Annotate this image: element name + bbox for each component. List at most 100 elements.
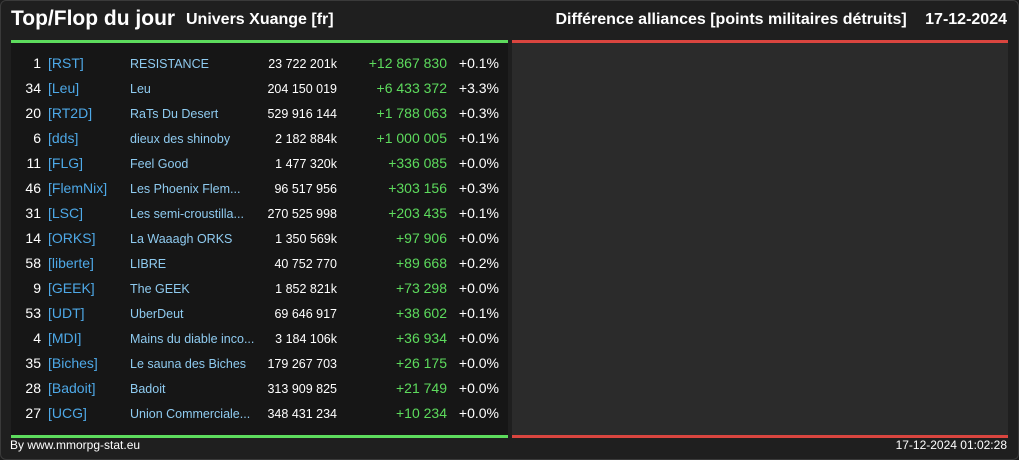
percent-cell: +0.0% (458, 380, 499, 396)
alliance-name-link[interactable]: Mains du diable inco... (130, 332, 255, 346)
difference-cell: +1 000 005 (376, 130, 447, 146)
rank-cell: 6 (33, 130, 41, 146)
list-item: 53 [UDT] UberDeut 69 646 917 +38 602 +0.1% (11, 301, 508, 326)
footer-timestamp: 17-12-2024 01:02:28 (895, 438, 1007, 452)
difference-cell: +36 934 (396, 330, 447, 346)
header: Top/Flop du jour Univers Xuange [fr] Dif… (0, 0, 1019, 40)
header-date: 17-12-2024 (925, 11, 1007, 28)
alliance-tag-link[interactable]: [Leu] (48, 80, 80, 96)
alliance-name-link[interactable]: Badoit (130, 382, 166, 396)
rank-cell: 11 (26, 155, 41, 171)
ranking-type-label: Différence alliances [points militaires … (555, 11, 907, 28)
list-item: 27 [UCG] Union Commerciale... 348 431 234 +1… (11, 401, 508, 426)
percent-cell: +3.3% (458, 80, 499, 96)
percent-cell: +0.0% (458, 330, 499, 346)
difference-cell: +38 602 (396, 305, 447, 321)
footer-credit[interactable]: By www.mmorpg-stat.eu (10, 438, 141, 452)
alliance-name-link[interactable]: RaTs Du Desert (130, 107, 219, 121)
points-cell: 270 525 998 (267, 207, 337, 221)
alliance-tag-link[interactable]: [GEEK] (48, 280, 95, 296)
universe-label: Univers Xuange [fr] (186, 11, 334, 28)
rank-cell: 28 (25, 380, 41, 396)
rank-cell: 20 (25, 105, 41, 121)
percent-cell: +0.1% (458, 205, 499, 221)
alliance-tag-link[interactable]: [RST] (48, 55, 84, 71)
alliance-name-link[interactable]: Le sauna des Biches (130, 357, 247, 371)
points-cell: 23 722 201k (268, 57, 337, 71)
alliance-tag-link[interactable]: [FLG] (48, 155, 84, 171)
alliance-name-link[interactable]: Union Commerciale... (130, 407, 251, 421)
alliance-name-link[interactable]: Leu (130, 82, 151, 96)
alliance-tag-link[interactable]: [UDT] (48, 305, 85, 321)
difference-cell: +336 085 (388, 155, 447, 171)
percent-cell: +0.0% (458, 355, 499, 371)
alliance-name-link[interactable]: La Waaagh ORKS (130, 232, 233, 246)
alliance-tag-link[interactable]: [Biches] (48, 355, 98, 371)
difference-cell: +303 156 (388, 180, 447, 196)
list-item: 46 [FlemNix] Les Phoenix Flem... 96 517 956… (11, 176, 508, 201)
list-item: 34 [Leu] Leu 204 150 019 +6 433 372 +3.3% (11, 76, 508, 101)
percent-cell: +0.0% (458, 155, 499, 171)
difference-cell: +6 433 372 (376, 80, 447, 96)
alliance-tag-link[interactable]: [FlemNix] (48, 180, 108, 196)
list-item: 28 [Badoit] Badoit 313 909 825 +21 749 +0.0% (11, 376, 508, 401)
alliance-name-link[interactable]: Les Phoenix Flem... (130, 182, 241, 196)
rank-cell: 4 (33, 330, 41, 346)
points-cell: 2 182 884k (275, 132, 337, 146)
alliance-tag-link[interactable]: [liberte] (48, 255, 94, 271)
alliance-name-link[interactable]: Feel Good (130, 157, 189, 171)
points-cell: 1 477 320k (275, 157, 337, 171)
list-item: 20 [RT2D] RaTs Du Desert 529 916 144 +1 788 … (11, 101, 508, 126)
points-cell: 179 267 703 (267, 357, 337, 371)
points-cell: 529 916 144 (267, 107, 337, 121)
list-item: 4 [MDI] Mains du diable inco... 3 184 106k +… (11, 326, 508, 351)
alliance-tag-link[interactable]: [ORKS] (48, 230, 96, 246)
points-cell: 1 852 821k (275, 282, 337, 296)
rank-cell: 46 (25, 180, 41, 196)
difference-cell: +97 906 (396, 230, 447, 246)
difference-cell: +1 788 063 (376, 105, 447, 121)
difference-cell: +89 668 (396, 255, 447, 271)
list-item: 31 [LSC] Les semi-croustilla... 270 525 998… (11, 201, 508, 226)
difference-cell: +203 435 (388, 205, 447, 221)
rank-cell: 27 (25, 405, 41, 421)
list-item: 1 [RST] RESISTANCE 23 722 201k +12 867 830 +0… (11, 51, 508, 76)
rank-cell: 34 (25, 80, 41, 96)
percent-cell: +0.0% (458, 280, 499, 296)
percent-cell: +0.1% (458, 55, 499, 71)
difference-cell: +21 749 (396, 380, 447, 396)
points-cell: 204 150 019 (267, 82, 337, 96)
alliance-tag-link[interactable]: [Badoit] (48, 380, 96, 396)
alliance-name-link[interactable]: UberDeut (130, 307, 184, 321)
alliance-name-link[interactable]: The GEEK (130, 282, 190, 296)
percent-cell: +0.1% (458, 130, 499, 146)
percent-cell: +0.1% (458, 305, 499, 321)
points-cell: 313 909 825 (267, 382, 337, 396)
alliance-tag-link[interactable]: [LSC] (48, 205, 84, 221)
alliance-name-link[interactable]: LIBRE (130, 257, 167, 271)
alliance-name-link[interactable]: RESISTANCE (130, 57, 209, 71)
difference-cell: +73 298 (396, 280, 447, 296)
rank-cell: 9 (33, 280, 41, 296)
rank-cell: 14 (25, 230, 41, 246)
list-item: 11 [FLG] Feel Good 1 477 320k +336 085 +0.0% (11, 151, 508, 176)
alliance-name-link[interactable]: Les semi-croustilla... (130, 207, 244, 221)
difference-cell: +10 234 (396, 405, 447, 421)
alliance-tag-link[interactable]: [dds] (48, 130, 79, 146)
rank-cell: 1 (33, 55, 41, 71)
top-panel: 1 [RST] RESISTANCE 23 722 201k +12 867 830 +0… (11, 40, 508, 438)
header-right: Différence alliances [points militaires … (555, 11, 1007, 29)
flop-panel (512, 40, 1008, 438)
alliance-tag-link[interactable]: [MDI] (48, 330, 82, 346)
alliance-tag-link[interactable]: [RT2D] (48, 105, 93, 121)
points-cell: 69 646 917 (274, 307, 337, 321)
percent-cell: +0.0% (458, 230, 499, 246)
points-cell: 1 350 569k (275, 232, 337, 246)
points-cell: 96 517 956 (274, 182, 337, 196)
rank-cell: 53 (25, 305, 41, 321)
top-list: 1 [RST] RESISTANCE 23 722 201k +12 867 830 +0… (11, 51, 508, 426)
alliance-name-link[interactable]: dieux des shinoby (130, 132, 231, 146)
percent-cell: +0.2% (458, 255, 499, 271)
alliance-tag-link[interactable]: [UCG] (48, 405, 87, 421)
rank-cell: 58 (25, 255, 41, 271)
